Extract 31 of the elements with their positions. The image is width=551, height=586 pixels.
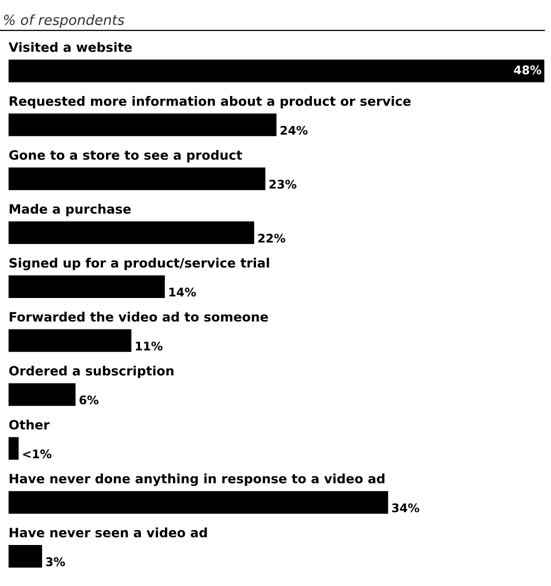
data-label: 22%: [258, 234, 286, 243]
y-tick-label: Requested more information about a product or service: [10, 96, 411, 108]
bar: [8, 275, 165, 298]
y-tick-label: Signed up for a product/service trial: [9, 258, 270, 270]
bar: [8, 114, 276, 136]
data-label: <1%: [23, 449, 52, 458]
bar: [8, 167, 266, 190]
y-tick-label: Have never seen a video ad: [10, 528, 207, 538]
bar: [8, 329, 132, 352]
data-label: 34%: [392, 503, 420, 512]
bar: [8, 491, 388, 514]
y-tick-label: Visited a website: [8, 42, 132, 52]
y-tick-label: Made a purchase: [10, 204, 131, 216]
data-label: 48%: [514, 65, 542, 74]
data-label: 6%: [79, 396, 98, 404]
data-label: 11%: [136, 342, 162, 350]
bar: [8, 545, 42, 568]
y-tick-label: Have never done anything in response to a video ad: [10, 474, 384, 486]
y-tick-label: Other: [9, 420, 50, 430]
bar: [8, 60, 544, 82]
chart-title: % of respondents: [4, 14, 124, 28]
y-tick-label: Ordered a subscription: [9, 366, 174, 378]
data-label: 24%: [280, 126, 308, 135]
bar: [8, 383, 76, 406]
data-label: 23%: [269, 180, 296, 189]
data-label: 3%: [46, 557, 65, 566]
data-label: 14%: [169, 288, 196, 297]
bar: [8, 221, 254, 244]
y-tick-label: Forwarded the video ad to someone: [10, 312, 268, 322]
y-tick-label: Gone to a store to see a product: [9, 150, 242, 162]
bar: [8, 437, 19, 460]
